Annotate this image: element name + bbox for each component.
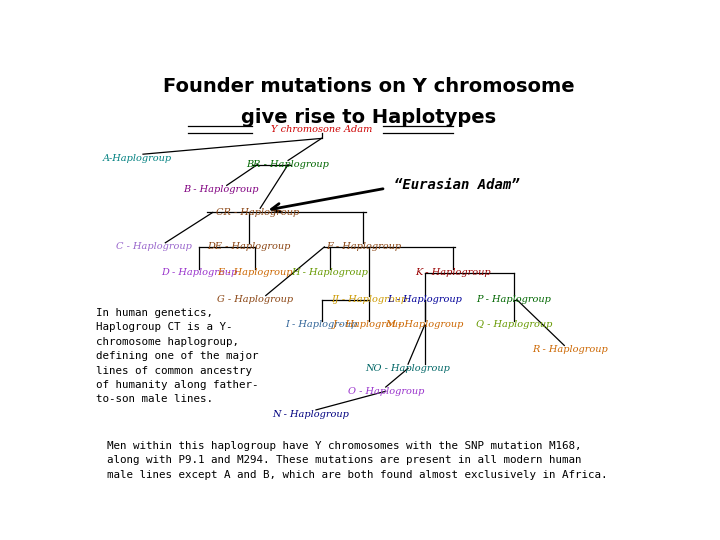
Text: L - Haplogroup: L - Haplogroup [387,295,462,304]
Text: I - Haplogroup: I - Haplogroup [285,320,358,329]
Text: R - Haplogroup: R - Haplogroup [532,345,608,354]
Text: Founder mutations on Y chromosome: Founder mutations on Y chromosome [163,77,575,96]
Text: Men within this haplogroup have Y chromosomes with the SNP mutation M168,
along : Men within this haplogroup have Y chromo… [107,441,607,480]
Text: DE - Haplogroup: DE - Haplogroup [207,242,291,252]
Text: “Eurasian Adam”: “Eurasian Adam” [394,178,520,192]
Text: E - Haplogroup: E - Haplogroup [217,268,292,277]
Text: K - Haplogroup: K - Haplogroup [415,268,490,277]
Text: Q - Haplogroup: Q - Haplogroup [476,320,552,329]
Text: IJ - Haplogroup: IJ - Haplogroup [331,295,407,304]
Text: BR - Haplogroup: BR - Haplogroup [247,160,330,169]
Text: D - Haplogroup: D - Haplogroup [161,268,237,277]
Text: CR - Haplogroup: CR - Haplogroup [216,208,299,217]
Text: In human genetics,
Haplogroup CT is a Y-
chromosome haplogroup,
defining one of : In human genetics, Haplogroup CT is a Y-… [96,308,258,404]
Text: B - Haplogroup: B - Haplogroup [184,185,259,194]
Text: Y chromosone Adam: Y chromosone Adam [271,125,372,134]
Text: give rise to Haplotypes: give rise to Haplotypes [241,109,497,127]
Text: H - Haplogroup: H - Haplogroup [292,268,369,277]
Text: G - Haplogroup: G - Haplogroup [217,295,292,304]
Text: J - Haplogroup: J - Haplogroup [333,320,405,329]
Text: C - Haplogroup: C - Haplogroup [116,242,192,252]
Text: NO - Haplogroup: NO - Haplogroup [366,364,451,373]
Text: A-Haplogroup: A-Haplogroup [103,154,172,163]
Text: M - Haplogroup: M - Haplogroup [386,320,464,329]
Text: P - Haplogroup: P - Haplogroup [477,295,552,304]
Text: N - Haplogroup: N - Haplogroup [272,409,349,418]
Text: F - Haplogroup: F - Haplogroup [326,242,401,252]
Text: O - Haplogroup: O - Haplogroup [348,387,424,396]
